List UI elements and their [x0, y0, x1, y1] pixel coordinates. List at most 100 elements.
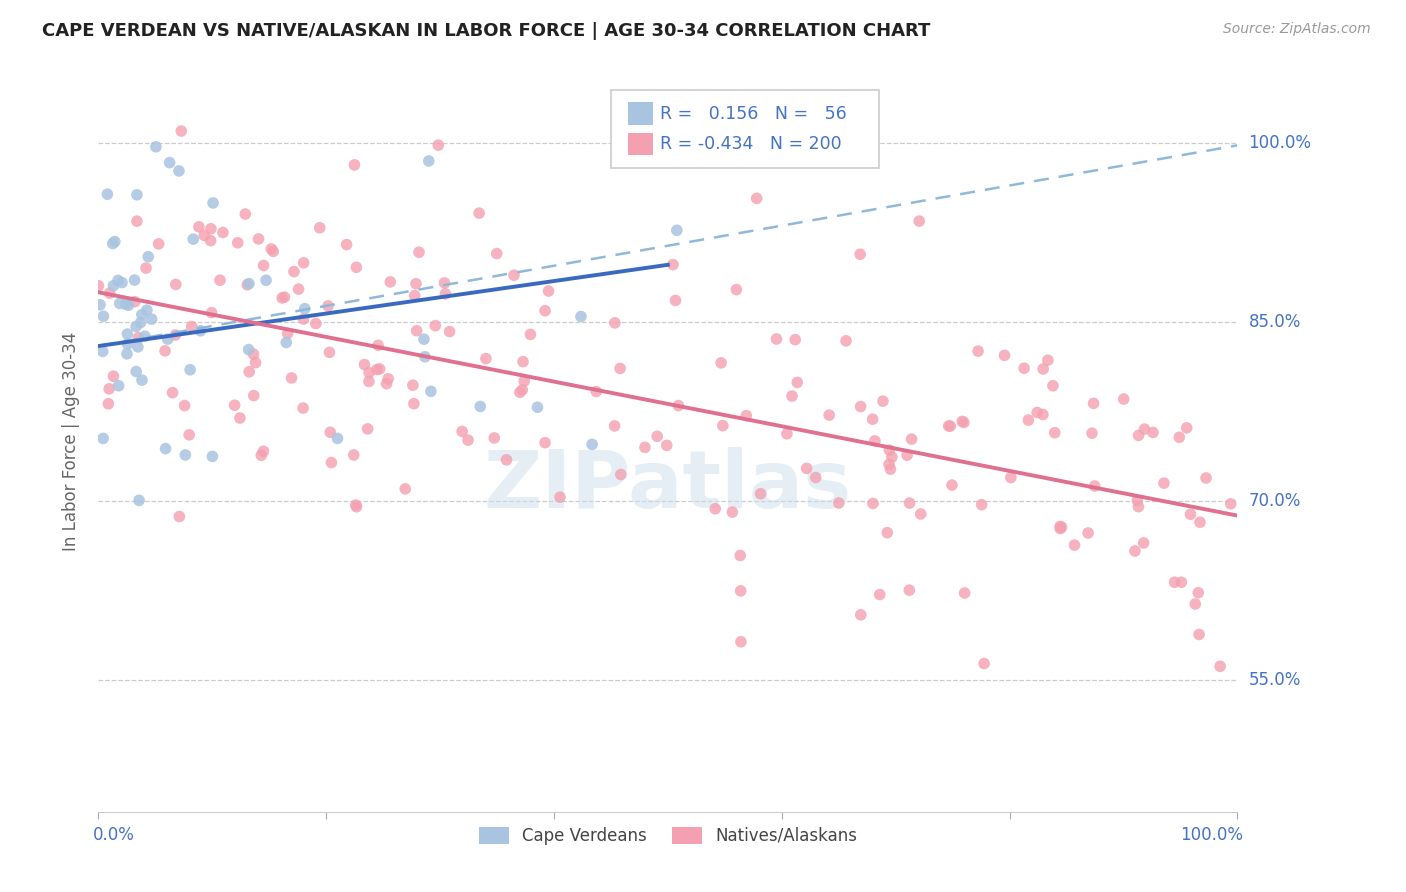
- Point: [433, 276, 456, 290]
- Point: [155, 442, 177, 456]
- Point: [103, 278, 125, 293]
- Point: [101, 236, 124, 251]
- Point: [242, 388, 264, 402]
- Point: [585, 384, 607, 399]
- Point: [451, 425, 474, 439]
- Point: [1175, 421, 1198, 435]
- FancyBboxPatch shape: [612, 90, 879, 168]
- Point: [129, 315, 152, 329]
- Point: [1187, 585, 1209, 599]
- Point: [174, 448, 197, 462]
- Point: [357, 375, 380, 389]
- Point: [457, 433, 479, 447]
- Point: [280, 371, 302, 385]
- Point: [229, 411, 252, 425]
- Point: [1123, 544, 1146, 558]
- Point: [321, 456, 343, 470]
- Point: [512, 354, 534, 368]
- Point: [863, 434, 886, 448]
- Point: [668, 399, 690, 413]
- Point: [287, 282, 309, 296]
- Point: [526, 401, 548, 415]
- Point: [818, 408, 841, 422]
- Point: [938, 419, 960, 434]
- Point: [1043, 425, 1066, 440]
- Point: [1077, 526, 1099, 541]
- Point: [537, 284, 560, 298]
- Point: [367, 338, 389, 352]
- Point: [1032, 408, 1054, 422]
- Y-axis label: In Labor Force | Age 30-34: In Labor Force | Age 30-34: [62, 332, 80, 551]
- Point: [179, 428, 201, 442]
- Point: [745, 191, 768, 205]
- Point: [135, 303, 157, 318]
- Point: [394, 482, 416, 496]
- Point: [765, 332, 787, 346]
- Point: [413, 350, 436, 364]
- Point: [869, 588, 891, 602]
- Point: [212, 226, 235, 240]
- Point: [796, 461, 818, 475]
- Point: [125, 187, 148, 202]
- Text: 100.0%: 100.0%: [1249, 134, 1312, 152]
- Point: [786, 376, 808, 390]
- Point: [408, 245, 430, 260]
- Point: [495, 453, 517, 467]
- Point: [512, 383, 534, 397]
- Point: [260, 242, 283, 256]
- Point: [96, 187, 118, 202]
- Point: [136, 250, 159, 264]
- Point: [238, 365, 260, 379]
- Point: [1180, 508, 1202, 522]
- Point: [402, 397, 425, 411]
- Point: [283, 265, 305, 279]
- Point: [380, 275, 402, 289]
- Point: [242, 347, 264, 361]
- Point: [318, 345, 340, 359]
- Point: [104, 235, 127, 249]
- Point: [292, 256, 315, 270]
- Point: [1026, 405, 1049, 419]
- Point: [728, 549, 751, 563]
- Point: [849, 400, 872, 414]
- Point: [107, 273, 129, 287]
- Point: [828, 496, 851, 510]
- Point: [1000, 470, 1022, 484]
- Point: [785, 333, 807, 347]
- Point: [749, 487, 772, 501]
- Point: [344, 498, 367, 512]
- Point: [655, 438, 678, 452]
- Point: [849, 607, 872, 622]
- Point: [276, 335, 298, 350]
- Point: [1012, 361, 1035, 376]
- Point: [405, 277, 427, 291]
- Point: [1032, 362, 1054, 376]
- Point: [548, 490, 571, 504]
- Point: [108, 296, 131, 310]
- Point: [1128, 500, 1150, 514]
- Point: [908, 214, 931, 228]
- Point: [664, 293, 686, 308]
- Point: [1036, 353, 1059, 368]
- Text: 100.0%: 100.0%: [1180, 826, 1243, 844]
- Point: [876, 525, 898, 540]
- Point: [292, 312, 315, 326]
- Point: [159, 155, 181, 169]
- Point: [1168, 430, 1191, 444]
- Point: [970, 498, 993, 512]
- Point: [153, 343, 176, 358]
- Point: [141, 312, 163, 326]
- Point: [226, 235, 249, 250]
- Bar: [628, 103, 652, 125]
- Bar: [628, 133, 652, 155]
- Point: [730, 634, 752, 648]
- Point: [877, 458, 900, 472]
- Point: [262, 244, 284, 259]
- Point: [252, 259, 274, 273]
- Point: [1142, 425, 1164, 440]
- Point: [326, 432, 349, 446]
- Point: [725, 283, 748, 297]
- Point: [202, 196, 225, 211]
- Point: [1219, 497, 1241, 511]
- Point: [953, 416, 976, 430]
